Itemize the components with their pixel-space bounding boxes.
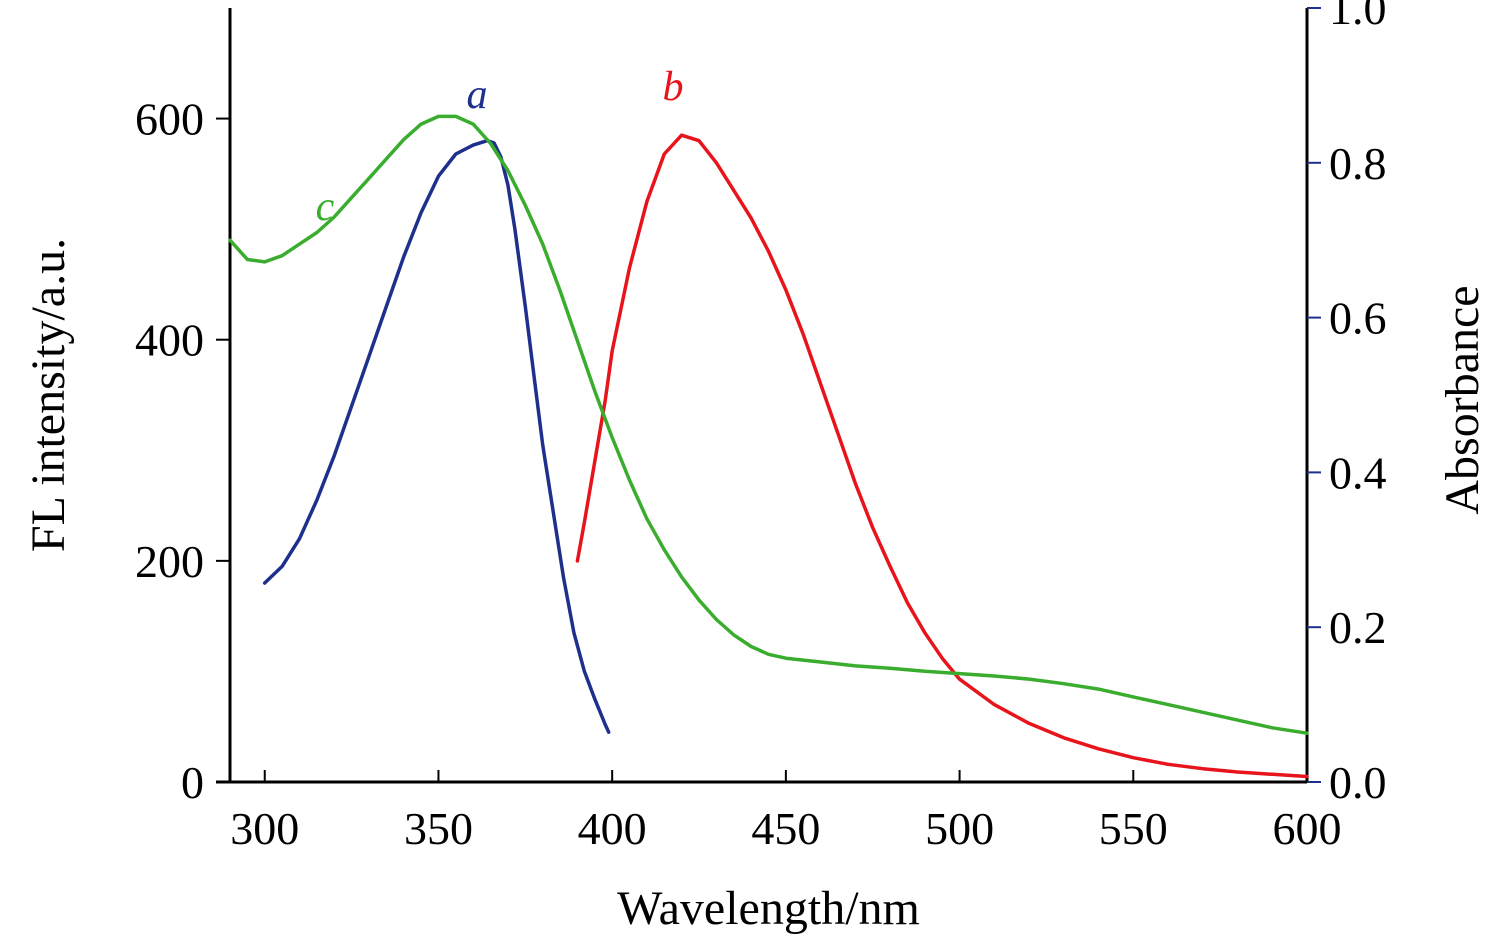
y-right-tick-label: 0.6 [1329,293,1387,344]
y-right-tick-label: 0.8 [1329,138,1387,189]
axes: 300 350 400 450 500 550 60002004006000.00.20.4… [135,0,1387,854]
x-tick-label: 450 [751,803,820,854]
y-left-tick-label: 400 [135,315,204,366]
y-right-tick-label: 1.0 [1329,0,1387,34]
y-axis-left-title: FL intensity/a.u. [22,238,75,552]
series-line-c [228,114,1309,735]
y-right-tick-label: 0.4 [1329,447,1387,498]
x-tick-label: 300 [230,803,299,854]
y-right-tick-label: 0.2 [1329,602,1387,653]
x-tick-label: 600 [1273,803,1342,854]
y-right-tick-label: 0.0 [1329,757,1387,808]
series-label-c: c [316,184,335,230]
x-tick-label: 350 [404,803,473,854]
series-line-b [575,133,1309,779]
labels: Wavelength/nm FL intensity/a.u. Absorban… [22,238,1489,935]
y-axis-right-title: Absorbance [1436,285,1489,514]
series-label-a: a [467,72,488,118]
series-layer: a b c [228,64,1309,779]
y-left-tick-label: 200 [135,536,204,587]
x-tick-label: 400 [578,803,647,854]
series-label-b: b [663,64,684,110]
y-left-tick-label: 600 [135,94,204,145]
x-tick-label: 500 [925,803,994,854]
y-left-tick-label: 0 [181,757,204,808]
x-tick-label: 550 [1099,803,1168,854]
x-axis-title: Wavelength/nm [617,882,920,935]
